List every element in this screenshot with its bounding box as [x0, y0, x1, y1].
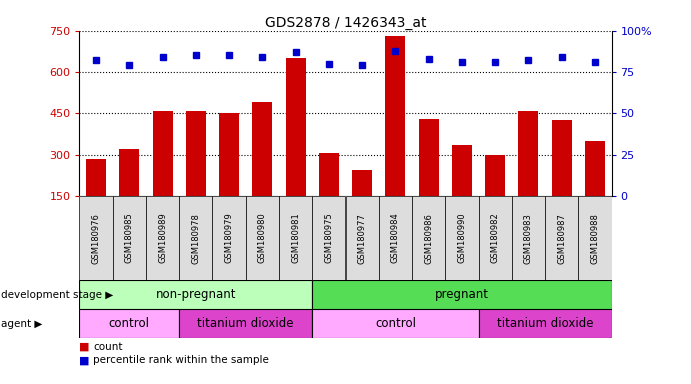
- Text: GSM180979: GSM180979: [225, 213, 234, 263]
- Bar: [113, 196, 146, 280]
- Bar: [252, 102, 272, 196]
- Bar: [478, 309, 612, 338]
- Bar: [146, 196, 179, 280]
- Text: titanium dioxide: titanium dioxide: [198, 317, 294, 330]
- Bar: [212, 196, 246, 280]
- Text: GSM180985: GSM180985: [125, 213, 134, 263]
- Bar: [279, 196, 312, 280]
- Bar: [86, 159, 106, 196]
- Bar: [585, 141, 605, 196]
- Text: agent ▶: agent ▶: [1, 318, 42, 329]
- Title: GDS2878 / 1426343_at: GDS2878 / 1426343_at: [265, 16, 426, 30]
- Text: pregnant: pregnant: [435, 288, 489, 301]
- Bar: [219, 113, 239, 196]
- Bar: [312, 280, 612, 309]
- Text: GSM180981: GSM180981: [291, 213, 300, 263]
- Bar: [285, 58, 305, 196]
- Bar: [120, 149, 140, 196]
- Bar: [79, 309, 179, 338]
- Text: GSM180989: GSM180989: [158, 213, 167, 263]
- Text: ■: ■: [79, 355, 90, 365]
- Bar: [153, 111, 173, 196]
- Bar: [518, 111, 538, 196]
- Text: GSM180977: GSM180977: [358, 213, 367, 263]
- Bar: [386, 36, 406, 196]
- Bar: [179, 309, 312, 338]
- Text: GSM180986: GSM180986: [424, 213, 433, 263]
- Text: ■: ■: [79, 342, 90, 352]
- Bar: [478, 196, 512, 280]
- Bar: [485, 155, 505, 196]
- Bar: [79, 196, 113, 280]
- Text: GSM180975: GSM180975: [324, 213, 333, 263]
- Bar: [419, 119, 439, 196]
- Text: count: count: [93, 342, 123, 352]
- Bar: [379, 196, 412, 280]
- Text: GSM180988: GSM180988: [590, 213, 599, 263]
- Text: control: control: [375, 317, 416, 330]
- Bar: [352, 170, 372, 196]
- Text: development stage ▶: development stage ▶: [1, 290, 113, 300]
- Text: percentile rank within the sample: percentile rank within the sample: [93, 355, 269, 365]
- Text: titanium dioxide: titanium dioxide: [497, 317, 594, 330]
- Bar: [412, 196, 445, 280]
- Text: GSM180976: GSM180976: [92, 213, 101, 263]
- Text: GSM180990: GSM180990: [457, 213, 466, 263]
- Bar: [551, 120, 571, 196]
- Text: GSM180987: GSM180987: [557, 213, 566, 263]
- Text: GSM180984: GSM180984: [391, 213, 400, 263]
- Bar: [445, 196, 478, 280]
- Text: GSM180982: GSM180982: [491, 213, 500, 263]
- Bar: [452, 145, 472, 196]
- Text: control: control: [109, 317, 150, 330]
- Bar: [186, 111, 206, 196]
- Bar: [512, 196, 545, 280]
- Bar: [246, 196, 279, 280]
- Text: GSM180983: GSM180983: [524, 213, 533, 263]
- Text: GSM180978: GSM180978: [191, 213, 200, 263]
- Bar: [346, 196, 379, 280]
- Bar: [312, 196, 346, 280]
- Bar: [545, 196, 578, 280]
- Text: non-pregnant: non-pregnant: [155, 288, 236, 301]
- Bar: [312, 309, 478, 338]
- Bar: [319, 153, 339, 196]
- Bar: [578, 196, 612, 280]
- Bar: [79, 280, 312, 309]
- Text: GSM180980: GSM180980: [258, 213, 267, 263]
- Bar: [179, 196, 212, 280]
